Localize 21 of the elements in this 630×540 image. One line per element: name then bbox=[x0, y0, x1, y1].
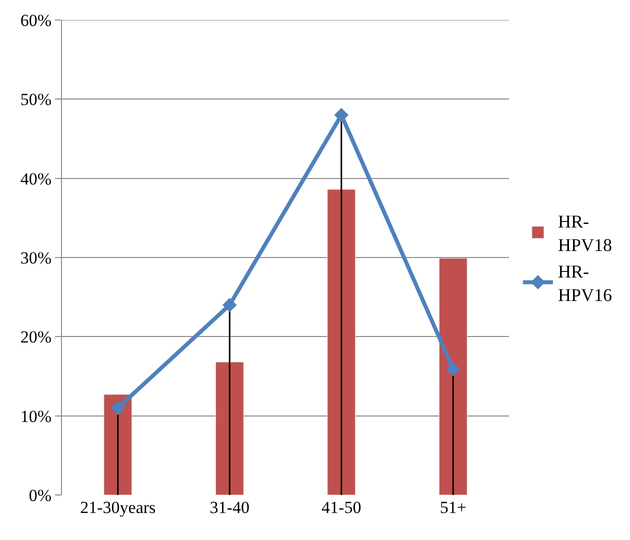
x-tick-label: 41-50 bbox=[322, 498, 362, 517]
point bbox=[446, 362, 460, 376]
y-tick-label: 0% bbox=[28, 486, 52, 505]
bar bbox=[215, 362, 244, 495]
y-tick-label: 10% bbox=[20, 406, 52, 426]
y-tick-label: 20% bbox=[20, 328, 52, 347]
x-tick-label: 21-30years bbox=[80, 498, 156, 517]
y-tick-label: 40% bbox=[20, 169, 52, 188]
y-tick-label: 60% bbox=[20, 10, 52, 30]
point bbox=[222, 298, 237, 312]
bar bbox=[327, 189, 356, 495]
point bbox=[334, 108, 349, 122]
x-tick-label: 51+ bbox=[440, 498, 466, 517]
point bbox=[110, 400, 126, 416]
x-tick-label: 31-40 bbox=[210, 498, 250, 517]
legend-label: HR-HPV18 bbox=[558, 212, 612, 256]
y-tick-label: 30% bbox=[20, 248, 52, 268]
bar bbox=[104, 394, 132, 495]
bar bbox=[438, 258, 468, 495]
legend-label: HR-HPV16 bbox=[558, 262, 612, 305]
y-tick-label: 50% bbox=[20, 90, 52, 110]
